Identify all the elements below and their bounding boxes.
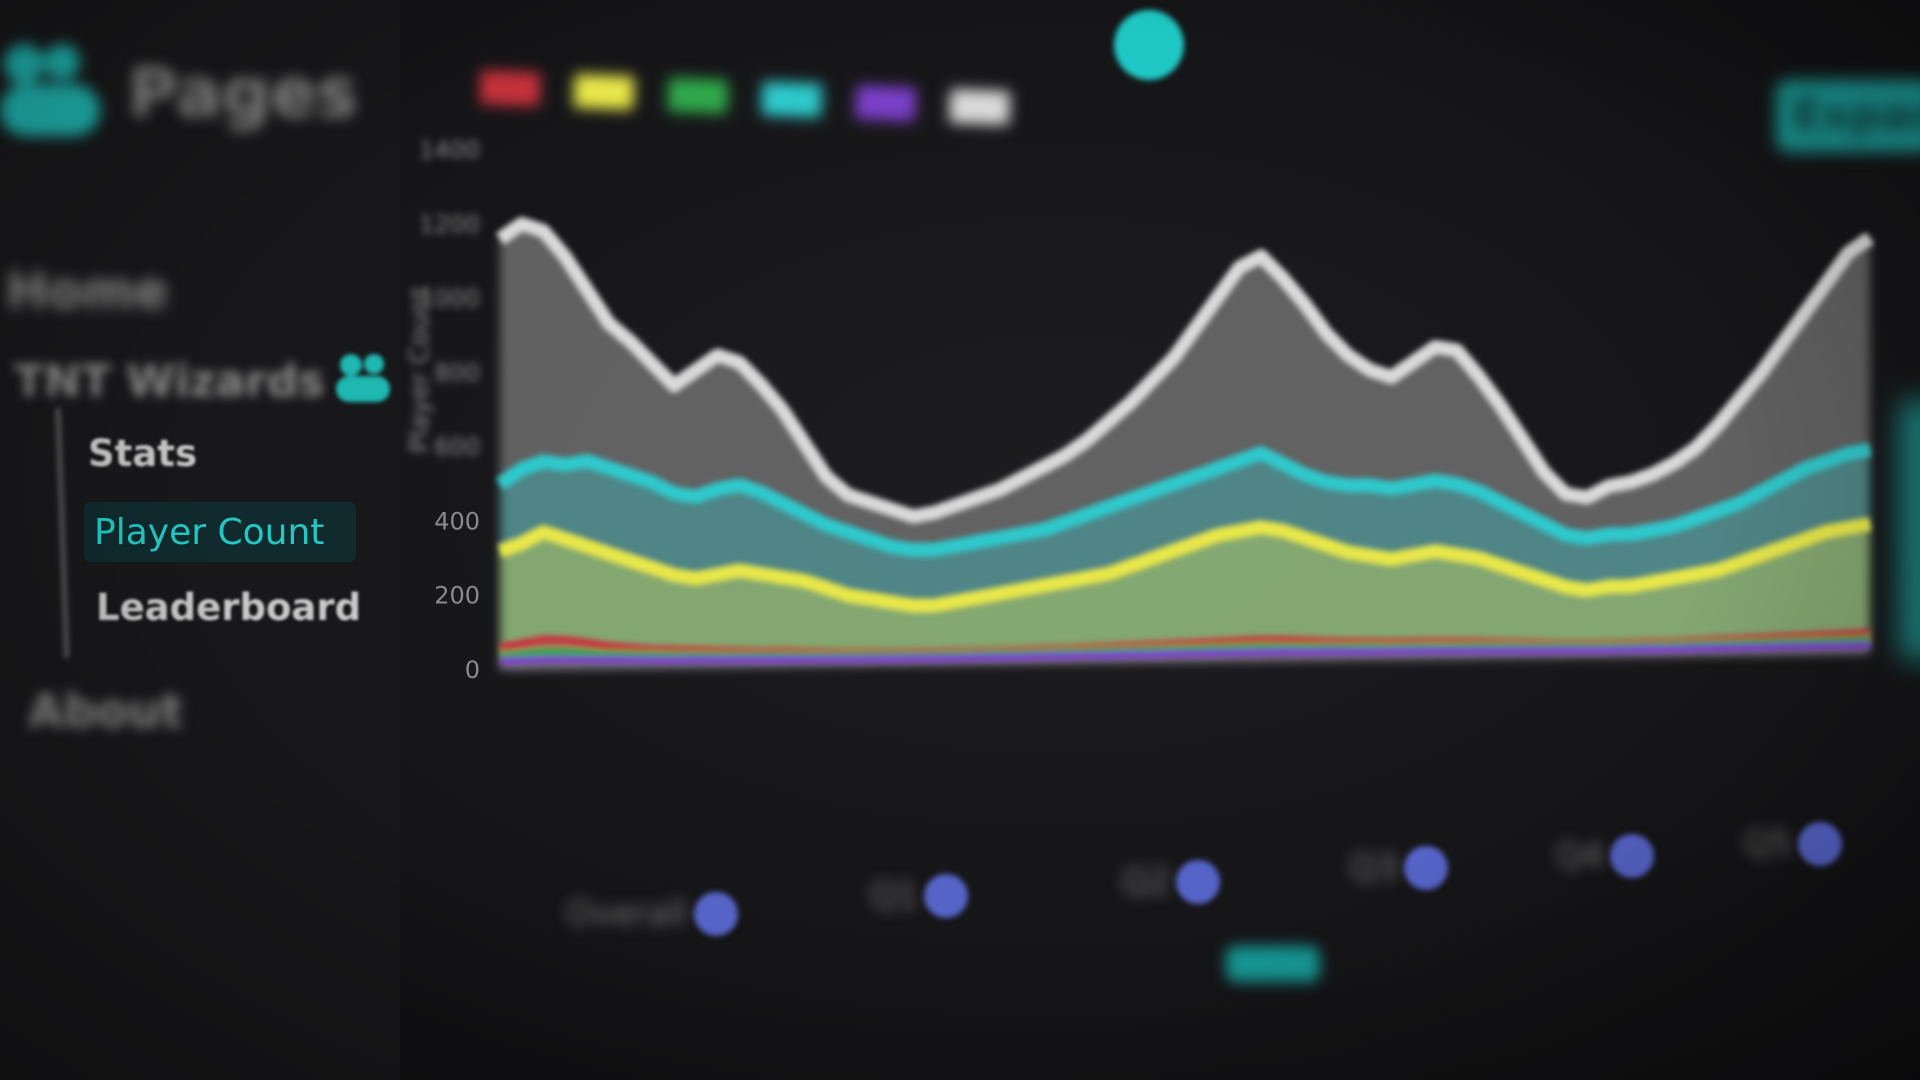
chart-svg: 0 200 400 600 800 1000 1200 1400 Player Count xyxy=(405,136,1874,684)
apply-button[interactable] xyxy=(1226,946,1320,982)
sidebar-item-player-count[interactable]: Player Count xyxy=(84,502,356,562)
slider-knob[interactable] xyxy=(924,874,969,918)
y-tick-label: 0 xyxy=(465,656,480,684)
sidebar-item-leaderboard[interactable]: Leaderboard xyxy=(96,586,362,629)
nav-home[interactable]: Home xyxy=(6,262,169,320)
series-line[interactable] xyxy=(496,217,1874,524)
slider-knob[interactable] xyxy=(1176,860,1221,904)
slider-label: Q1 xyxy=(870,876,919,916)
player-count-chart: 0 200 400 600 800 1000 1200 1400 Player Count xyxy=(400,40,1900,760)
side-panel-edge xyxy=(1900,400,1920,660)
tree-line xyxy=(56,407,69,658)
expand-button[interactable]: Expand xyxy=(1776,80,1920,152)
series-line[interactable] xyxy=(497,517,1872,613)
y-tick-label: 1200 xyxy=(419,210,480,238)
brand: Pages xyxy=(0,40,357,146)
nav-group-label: TNT Wizards xyxy=(14,355,325,407)
users-logo-icon xyxy=(0,40,112,146)
slider-label: Q5 xyxy=(1744,824,1793,864)
slider-knob[interactable] xyxy=(1404,846,1449,890)
filter-slider[interactable]: Q3 xyxy=(1350,846,1449,890)
y-tick-label: 200 xyxy=(434,582,480,610)
y-axis-label: Player Count xyxy=(405,287,435,453)
filter-slider[interactable]: Q4 xyxy=(1556,834,1655,878)
sidebar: Pages Home TNT Wizards Stats Player Coun… xyxy=(0,0,400,1080)
y-tick-label: 600 xyxy=(434,433,480,461)
slider-label: Overall xyxy=(566,894,688,934)
filter-slider[interactable]: Overall xyxy=(566,892,738,936)
slider-knob[interactable] xyxy=(693,892,738,936)
brand-title: Pages xyxy=(128,53,358,133)
y-tick-label: 1400 xyxy=(419,136,480,164)
series-area xyxy=(500,524,1870,670)
y-tick-label: 800 xyxy=(434,359,480,387)
slider-knob[interactable] xyxy=(1610,834,1655,878)
nav-group-tnt-wizards[interactable]: TNT Wizards xyxy=(14,352,398,410)
series-line[interactable] xyxy=(499,641,1871,666)
sidebar-item-stats[interactable]: Stats xyxy=(88,432,198,475)
sidebar-item-label: Player Count xyxy=(94,511,325,553)
slider-label: Q4 xyxy=(1556,836,1605,876)
slider-label: Q3 xyxy=(1350,848,1399,888)
slider-knob[interactable] xyxy=(1798,822,1843,866)
slider-label: Q2 xyxy=(1122,862,1171,902)
filter-slider[interactable]: Q1 xyxy=(870,874,969,918)
y-tick-label: 400 xyxy=(434,507,480,535)
filter-slider[interactable]: Q2 xyxy=(1122,860,1221,904)
filter-slider[interactable]: Q5 xyxy=(1744,822,1843,866)
y-tick-label: 1000 xyxy=(419,285,480,313)
status-dot xyxy=(1114,10,1184,80)
series-line[interactable] xyxy=(496,442,1872,557)
users-icon xyxy=(336,352,398,410)
nav-about[interactable]: About xyxy=(28,684,183,738)
